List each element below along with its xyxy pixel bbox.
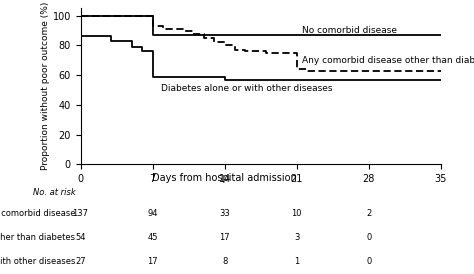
Text: 33: 33 [219, 209, 230, 218]
Text: 10: 10 [292, 209, 302, 218]
Text: 2: 2 [366, 209, 372, 218]
Text: Days from hospital admission: Days from hospital admission [152, 173, 297, 183]
Text: Any comorbid disease other than diabetes: Any comorbid disease other than diabetes [302, 56, 474, 65]
Text: Diabetes alone or with other diseases: Diabetes alone or with other diseases [0, 257, 75, 266]
Text: 94: 94 [147, 209, 158, 218]
Y-axis label: Proportion without poor outcome (%): Proportion without poor outcome (%) [41, 2, 50, 170]
Text: 27: 27 [75, 257, 86, 266]
Text: 17: 17 [219, 233, 230, 242]
Text: No comorbid disease: No comorbid disease [302, 26, 397, 35]
Text: No comorbid disease: No comorbid disease [0, 209, 75, 218]
Text: 45: 45 [147, 233, 158, 242]
Text: 1: 1 [294, 257, 300, 266]
Text: 54: 54 [75, 233, 86, 242]
Text: 3: 3 [294, 233, 300, 242]
Text: 8: 8 [222, 257, 228, 266]
Text: 0: 0 [366, 257, 372, 266]
Text: 0: 0 [366, 233, 372, 242]
Text: Diabetes alone or with other diseases: Diabetes alone or with other diseases [161, 84, 332, 93]
Text: No. at risk: No. at risk [33, 188, 75, 197]
Text: 17: 17 [147, 257, 158, 266]
Text: 137: 137 [73, 209, 89, 218]
Text: Any comorbid disease other than diabetes: Any comorbid disease other than diabetes [0, 233, 75, 242]
